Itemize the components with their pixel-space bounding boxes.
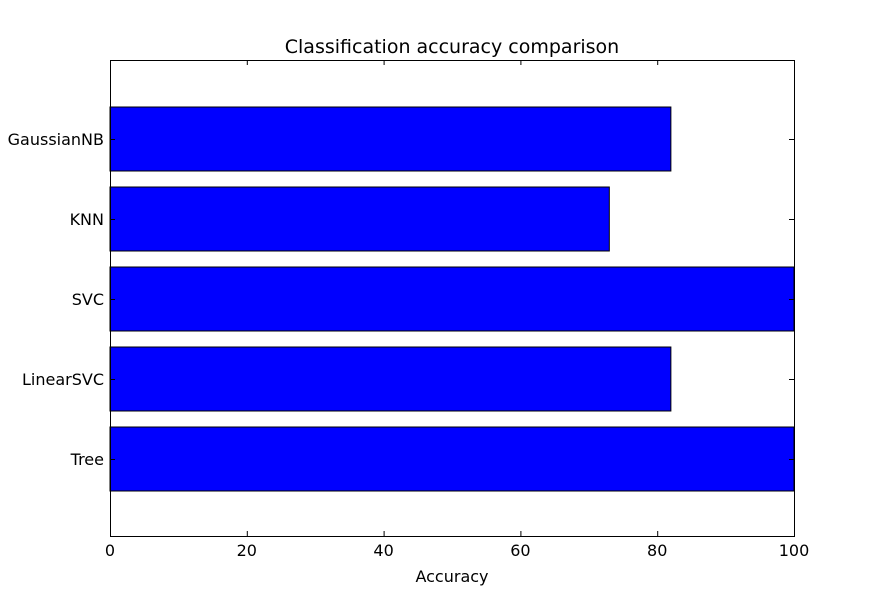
y-tick-label: LinearSVC <box>22 370 104 389</box>
x-tick-label: 20 <box>237 541 257 560</box>
y-tick-label: KNN <box>70 210 104 229</box>
y-tick-label: GaussianNB <box>8 130 104 149</box>
plot-frame <box>110 60 795 537</box>
x-axis-label: Accuracy <box>415 567 488 586</box>
bar-gaussiannb <box>109 106 672 172</box>
bar-svc <box>109 266 795 332</box>
bar-linearsvc <box>109 346 672 412</box>
ticks-layer <box>110 60 795 536</box>
x-tick-label: 100 <box>779 541 810 560</box>
x-tick-label: 80 <box>647 541 667 560</box>
y-tick-labels: GaussianNB KNN SVC LinearSVC Tree <box>8 130 104 469</box>
chart-title: Classification accuracy comparison <box>285 36 619 58</box>
y-tick-label: SVC <box>72 290 104 309</box>
y-tick-label: Tree <box>70 450 104 469</box>
x-tick-label: 0 <box>105 541 115 560</box>
x-tick-label: 40 <box>373 541 393 560</box>
bars-layer <box>109 106 795 492</box>
bar-knn <box>109 186 610 252</box>
x-tick-label: 60 <box>510 541 530 560</box>
x-tick-labels: 0 20 40 60 80 100 <box>105 541 809 560</box>
bar-tree <box>109 426 795 492</box>
